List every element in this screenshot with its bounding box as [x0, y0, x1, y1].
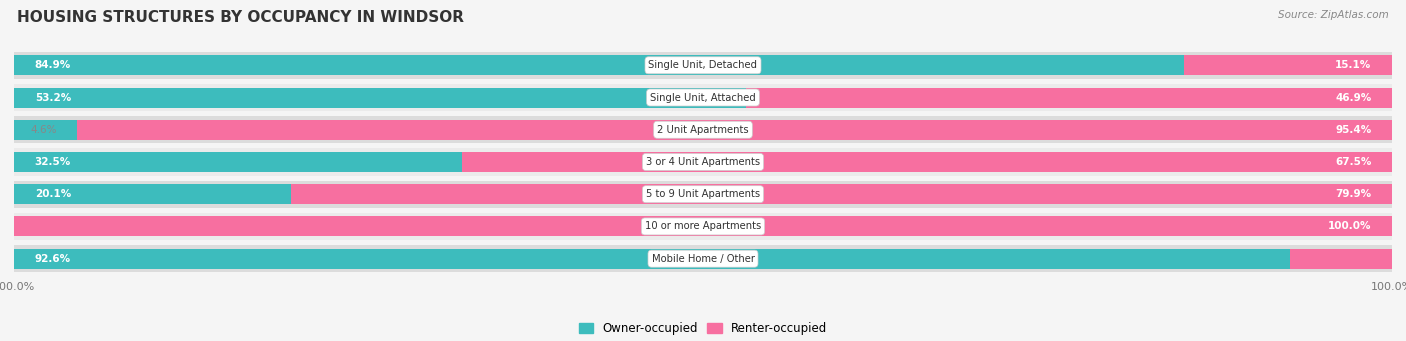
Text: 79.9%: 79.9%	[1336, 189, 1371, 199]
Bar	[1289, 249, 1392, 269]
Text: 100.0%: 100.0%	[1327, 221, 1371, 232]
Bar	[14, 52, 1392, 79]
Text: 53.2%: 53.2%	[35, 92, 70, 103]
Bar	[77, 120, 1392, 140]
Bar	[14, 88, 747, 107]
Text: 67.5%: 67.5%	[1334, 157, 1371, 167]
Bar	[745, 88, 1392, 107]
Text: Single Unit, Detached: Single Unit, Detached	[648, 60, 758, 70]
Text: 92.6%: 92.6%	[35, 254, 70, 264]
Text: 32.5%: 32.5%	[35, 157, 70, 167]
Bar	[14, 148, 1392, 176]
Text: 4.6%: 4.6%	[31, 125, 56, 135]
Text: Source: ZipAtlas.com: Source: ZipAtlas.com	[1278, 10, 1389, 20]
Text: HOUSING STRUCTURES BY OCCUPANCY IN WINDSOR: HOUSING STRUCTURES BY OCCUPANCY IN WINDS…	[17, 10, 464, 25]
Text: 10 or more Apartments: 10 or more Apartments	[645, 221, 761, 232]
Bar	[291, 184, 1392, 204]
Bar	[14, 55, 1184, 75]
Legend: Owner-occupied, Renter-occupied: Owner-occupied, Renter-occupied	[574, 317, 832, 340]
Text: 95.4%: 95.4%	[1336, 125, 1371, 135]
Bar	[14, 245, 1392, 272]
Bar	[14, 84, 1392, 111]
Text: Single Unit, Attached: Single Unit, Attached	[650, 92, 756, 103]
Text: 15.1%: 15.1%	[1336, 60, 1371, 70]
Bar	[14, 184, 291, 204]
Text: 46.9%: 46.9%	[1336, 92, 1371, 103]
Text: 84.9%: 84.9%	[35, 60, 70, 70]
Text: 20.1%: 20.1%	[35, 189, 70, 199]
Text: 2 Unit Apartments: 2 Unit Apartments	[657, 125, 749, 135]
Bar	[14, 120, 77, 140]
Text: 3 or 4 Unit Apartments: 3 or 4 Unit Apartments	[645, 157, 761, 167]
Text: Mobile Home / Other: Mobile Home / Other	[651, 254, 755, 264]
Bar	[14, 181, 1392, 208]
Bar	[14, 152, 463, 172]
Bar	[1184, 55, 1392, 75]
Text: 5 to 9 Unit Apartments: 5 to 9 Unit Apartments	[645, 189, 761, 199]
Bar	[14, 213, 1392, 240]
Bar	[14, 249, 1289, 269]
Bar	[14, 217, 1392, 236]
Bar	[463, 152, 1392, 172]
Bar	[14, 116, 1392, 143]
